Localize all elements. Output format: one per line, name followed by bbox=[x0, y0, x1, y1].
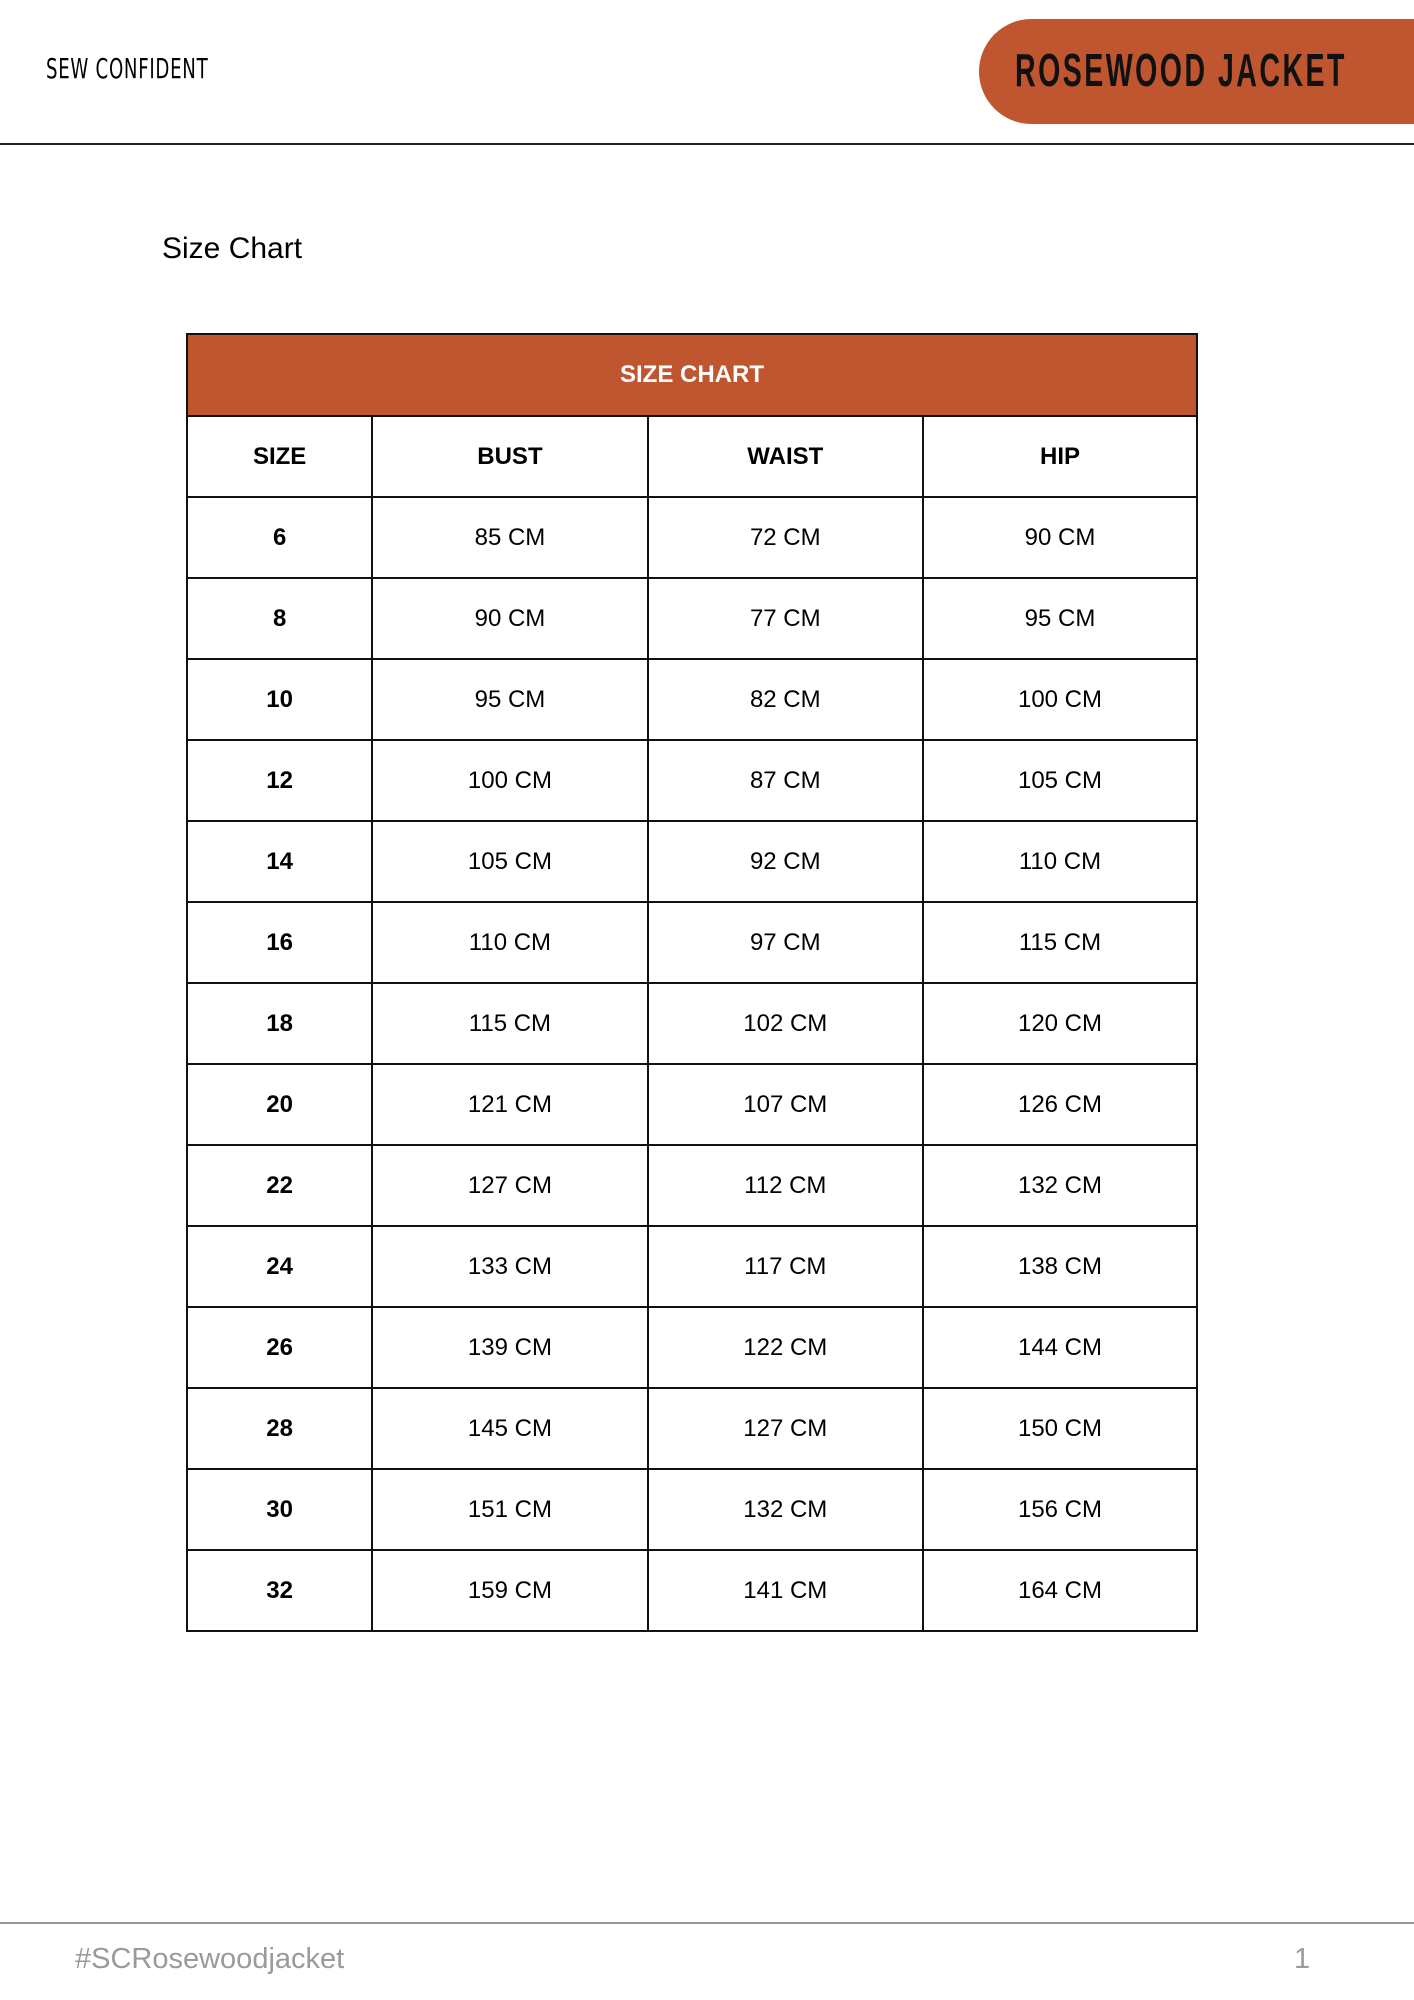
header-divider bbox=[0, 143, 1414, 145]
table-row: 20 121 CM 107 CM 126 CM bbox=[185, 1063, 1198, 1146]
table-cell: 18 bbox=[185, 982, 374, 1065]
table-cell: 112 CM bbox=[646, 1144, 925, 1227]
table-row: 24 133 CM 117 CM 138 CM bbox=[185, 1225, 1198, 1308]
table-row: 10 95 CM 82 CM 100 CM bbox=[185, 658, 1198, 741]
table-cell: 90 CM bbox=[371, 577, 649, 660]
table-cell: 24 bbox=[185, 1225, 374, 1308]
page-title: Size Chart bbox=[162, 232, 303, 265]
table-cell: 14 bbox=[185, 820, 374, 903]
table-cell: 82 CM bbox=[646, 658, 925, 741]
table-cell: 138 CM bbox=[922, 1225, 1198, 1308]
table-cell: 105 CM bbox=[371, 820, 649, 903]
brand-name: SEW CONFIDENT bbox=[46, 52, 209, 85]
table-row: 22 127 CM 112 CM 132 CM bbox=[185, 1144, 1198, 1227]
table-cell: 72 CM bbox=[646, 496, 925, 579]
table-cell: 20 bbox=[185, 1063, 374, 1146]
table-cell: 95 CM bbox=[371, 658, 649, 741]
footer-divider bbox=[0, 1922, 1414, 1924]
table-cell: 150 CM bbox=[922, 1387, 1198, 1470]
table-cell: 127 CM bbox=[646, 1387, 925, 1470]
table-row: 12 100 CM 87 CM 105 CM bbox=[185, 739, 1198, 822]
footer-hashtag: #SCRosewoodjacket bbox=[75, 1943, 345, 1975]
table-cell: 110 CM bbox=[371, 901, 649, 984]
size-chart-table: SIZE CHART SIZE BUST WAIST HIP 6 85 CM 72 CM 9… bbox=[185, 333, 1198, 1632]
table-row: 14 105 CM 92 CM 110 CM bbox=[185, 820, 1198, 903]
column-header: WAIST bbox=[646, 415, 925, 498]
table-cell: 126 CM bbox=[922, 1063, 1198, 1146]
table-cell: 121 CM bbox=[371, 1063, 649, 1146]
table-cell: 12 bbox=[185, 739, 374, 822]
table-cell: 97 CM bbox=[646, 901, 925, 984]
table-cell: 164 CM bbox=[922, 1549, 1198, 1632]
pattern-name: ROSEWOOD JACKET bbox=[1015, 44, 1347, 96]
table-cell: 8 bbox=[185, 577, 374, 660]
table-cell: 159 CM bbox=[371, 1549, 649, 1632]
table-cell: 85 CM bbox=[371, 496, 649, 579]
table-row: 18 115 CM 102 CM 120 CM bbox=[185, 982, 1198, 1065]
table-cell: 156 CM bbox=[922, 1468, 1198, 1551]
column-header: HIP bbox=[922, 415, 1198, 498]
table-cell: 139 CM bbox=[371, 1306, 649, 1389]
table-cell: 122 CM bbox=[646, 1306, 925, 1389]
table-cell: 115 CM bbox=[922, 901, 1198, 984]
table-caption: SIZE CHART bbox=[186, 333, 1198, 417]
page-number: 1 bbox=[1294, 1943, 1311, 1975]
table-row: 26 139 CM 122 CM 144 CM bbox=[185, 1306, 1198, 1389]
table-row: 30 151 CM 132 CM 156 CM bbox=[185, 1468, 1198, 1551]
table-cell: 95 CM bbox=[922, 577, 1198, 660]
table-cell: 26 bbox=[185, 1306, 374, 1389]
table-cell: 107 CM bbox=[646, 1063, 925, 1146]
table-cell: 120 CM bbox=[922, 982, 1198, 1065]
table-cell: 6 bbox=[185, 496, 374, 579]
table-cell: 133 CM bbox=[371, 1225, 649, 1308]
table-cell: 141 CM bbox=[646, 1549, 925, 1632]
table-cell: 32 bbox=[185, 1549, 374, 1632]
table-cell: 132 CM bbox=[922, 1144, 1198, 1227]
column-header: BUST bbox=[371, 415, 649, 498]
table-cell: 100 CM bbox=[922, 658, 1198, 741]
table-cell: 22 bbox=[185, 1144, 374, 1227]
table-cell: 77 CM bbox=[646, 577, 925, 660]
table-cell: 117 CM bbox=[646, 1225, 925, 1308]
table-cell: 132 CM bbox=[646, 1468, 925, 1551]
table-cell: 110 CM bbox=[922, 820, 1198, 903]
table-row: 6 85 CM 72 CM 90 CM bbox=[185, 496, 1198, 579]
table-cell: 30 bbox=[185, 1468, 374, 1551]
pattern-name-banner: ROSEWOOD JACKET bbox=[979, 19, 1414, 124]
table-cell: 16 bbox=[185, 901, 374, 984]
table-row: 16 110 CM 97 CM 115 CM bbox=[185, 901, 1198, 984]
table-row: 28 145 CM 127 CM 150 CM bbox=[185, 1387, 1198, 1470]
table-cell: 144 CM bbox=[922, 1306, 1198, 1389]
table-cell: 100 CM bbox=[371, 739, 649, 822]
table-cell: 127 CM bbox=[371, 1144, 649, 1227]
table-header-row: SIZE BUST WAIST HIP bbox=[185, 415, 1198, 498]
table-cell: 90 CM bbox=[922, 496, 1198, 579]
table-cell: 145 CM bbox=[371, 1387, 649, 1470]
table-cell: 151 CM bbox=[371, 1468, 649, 1551]
table-cell: 105 CM bbox=[922, 739, 1198, 822]
table-cell: 28 bbox=[185, 1387, 374, 1470]
table-row: 8 90 CM 77 CM 95 CM bbox=[185, 577, 1198, 660]
table-cell: 115 CM bbox=[371, 982, 649, 1065]
table-row: 32 159 CM 141 CM 164 CM bbox=[185, 1549, 1198, 1632]
table-cell: 92 CM bbox=[646, 820, 925, 903]
table-cell: 10 bbox=[185, 658, 374, 741]
table-cell: 87 CM bbox=[646, 739, 925, 822]
table-cell: 102 CM bbox=[646, 982, 925, 1065]
column-header: SIZE bbox=[185, 415, 374, 498]
